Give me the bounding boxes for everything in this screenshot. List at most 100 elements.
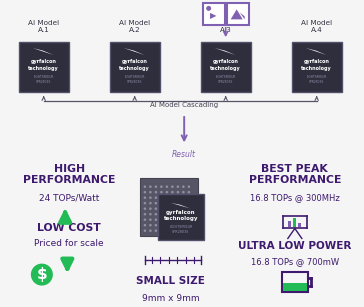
Circle shape: [144, 208, 146, 210]
Circle shape: [171, 185, 174, 188]
Text: AI Model
A.1: AI Model A.1: [28, 20, 59, 33]
Circle shape: [160, 185, 163, 188]
Circle shape: [155, 218, 157, 221]
Text: LIGHTSPEEUR
SPR2803S: LIGHTSPEEUR SPR2803S: [33, 75, 54, 84]
FancyBboxPatch shape: [292, 42, 342, 92]
Polygon shape: [33, 48, 54, 55]
Polygon shape: [171, 203, 190, 208]
Circle shape: [160, 196, 163, 199]
Text: AI Model
A.4: AI Model A.4: [301, 20, 332, 33]
Circle shape: [187, 213, 190, 216]
Circle shape: [155, 191, 157, 193]
Text: BEST PEAK
PERFORMANCE: BEST PEAK PERFORMANCE: [249, 164, 341, 185]
Circle shape: [187, 229, 190, 232]
Text: gyrfalcon
technology: gyrfalcon technology: [164, 210, 198, 221]
Circle shape: [171, 196, 174, 199]
Circle shape: [177, 185, 179, 188]
Circle shape: [31, 264, 53, 286]
Circle shape: [160, 208, 163, 210]
Text: AI Model
A.2: AI Model A.2: [119, 20, 150, 33]
Circle shape: [155, 208, 157, 210]
Circle shape: [187, 196, 190, 199]
Circle shape: [149, 185, 152, 188]
Circle shape: [177, 202, 179, 204]
Circle shape: [149, 229, 152, 232]
Circle shape: [177, 229, 179, 232]
Text: gyrfalcon
technology: gyrfalcon technology: [210, 60, 241, 71]
Polygon shape: [215, 48, 236, 55]
Circle shape: [166, 218, 168, 221]
FancyBboxPatch shape: [19, 42, 69, 92]
Circle shape: [171, 208, 174, 210]
Circle shape: [144, 191, 146, 193]
Circle shape: [177, 218, 179, 221]
Circle shape: [171, 191, 174, 193]
FancyBboxPatch shape: [201, 42, 251, 92]
Circle shape: [206, 6, 211, 11]
Circle shape: [155, 196, 157, 199]
Text: LOW COST: LOW COST: [37, 223, 101, 233]
Circle shape: [177, 196, 179, 199]
Circle shape: [182, 185, 185, 188]
Circle shape: [149, 224, 152, 227]
Text: gyrfalcon
technology: gyrfalcon technology: [28, 60, 59, 71]
Circle shape: [177, 213, 179, 216]
Circle shape: [144, 224, 146, 227]
Text: $: $: [36, 267, 47, 282]
FancyBboxPatch shape: [158, 194, 204, 240]
Circle shape: [182, 213, 185, 216]
Circle shape: [155, 185, 157, 188]
Circle shape: [149, 202, 152, 204]
Circle shape: [187, 224, 190, 227]
Text: LIGHTSPEEUR
SPR2803S: LIGHTSPEEUR SPR2803S: [215, 75, 236, 84]
Circle shape: [187, 208, 190, 210]
Text: 16.8 TOPs @ 700mW: 16.8 TOPs @ 700mW: [251, 257, 339, 266]
Circle shape: [187, 191, 190, 193]
Circle shape: [187, 202, 190, 204]
Circle shape: [149, 213, 152, 216]
FancyBboxPatch shape: [140, 178, 198, 236]
Circle shape: [182, 224, 185, 227]
Circle shape: [144, 229, 146, 232]
Circle shape: [187, 185, 190, 188]
Text: AI Model
A.3: AI Model A.3: [210, 20, 241, 33]
Circle shape: [182, 191, 185, 193]
Circle shape: [177, 191, 179, 193]
Text: AI Model Cascading: AI Model Cascading: [150, 102, 218, 108]
Text: ULTRA LOW POWER: ULTRA LOW POWER: [238, 241, 352, 251]
Circle shape: [166, 229, 168, 232]
Circle shape: [182, 208, 185, 210]
Circle shape: [160, 229, 163, 232]
Polygon shape: [124, 48, 145, 55]
Circle shape: [160, 191, 163, 193]
Text: LIGHTSPEEUR
SPR2803S: LIGHTSPEEUR SPR2803S: [124, 75, 145, 84]
Text: HIGH
PERFORMANCE: HIGH PERFORMANCE: [23, 164, 115, 185]
Circle shape: [166, 191, 168, 193]
Circle shape: [155, 213, 157, 216]
Text: LIGHTSPEEUR
SPR2803S: LIGHTSPEEUR SPR2803S: [306, 75, 327, 84]
Circle shape: [149, 218, 152, 221]
Circle shape: [171, 224, 174, 227]
Circle shape: [160, 202, 163, 204]
Circle shape: [149, 196, 152, 199]
Text: LIGHTSPEEUR
SPR2803S: LIGHTSPEEUR SPR2803S: [169, 225, 193, 234]
Text: Result: Result: [172, 150, 196, 159]
Circle shape: [166, 185, 168, 188]
Circle shape: [177, 208, 179, 210]
Text: Priced for scale: Priced for scale: [34, 239, 104, 248]
Circle shape: [182, 196, 185, 199]
Circle shape: [144, 218, 146, 221]
Circle shape: [166, 208, 168, 210]
Circle shape: [182, 218, 185, 221]
Circle shape: [177, 224, 179, 227]
Circle shape: [155, 202, 157, 204]
Circle shape: [166, 224, 168, 227]
Text: SMALL SIZE: SMALL SIZE: [136, 276, 205, 286]
Circle shape: [187, 218, 190, 221]
FancyBboxPatch shape: [288, 221, 291, 227]
Circle shape: [171, 229, 174, 232]
Circle shape: [155, 229, 157, 232]
Circle shape: [171, 213, 174, 216]
Circle shape: [144, 202, 146, 204]
Text: gyrfalcon
technology: gyrfalcon technology: [119, 60, 150, 71]
